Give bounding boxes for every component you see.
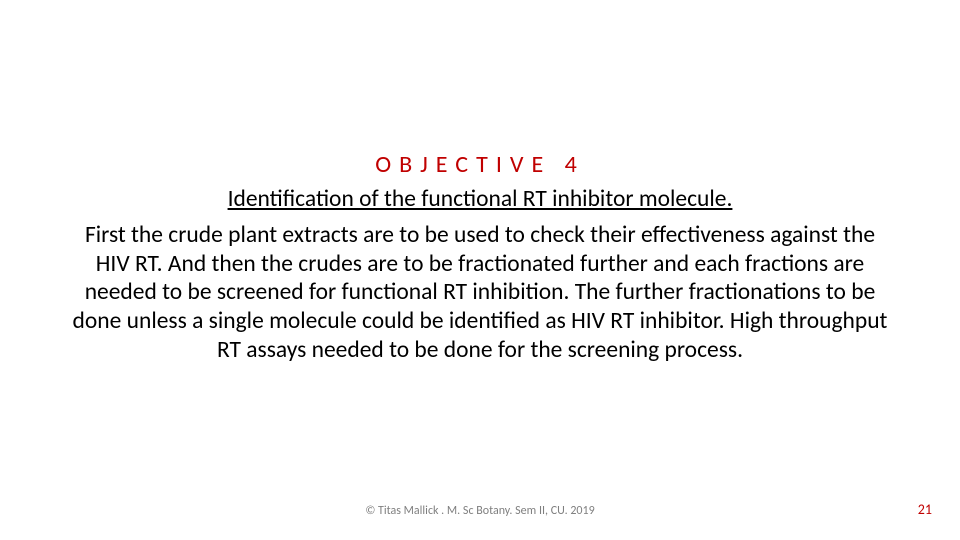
objective-heading: OBJECTIVE 4 [70, 150, 890, 179]
slide: OBJECTIVE 4 Identification of the functi… [0, 0, 960, 540]
body-text: First the crude plant extracts are to be… [70, 221, 890, 364]
subtitle: Identification of the functional RT inhi… [70, 185, 890, 213]
content-block: OBJECTIVE 4 Identification of the functi… [70, 150, 890, 364]
page-number: 21 [918, 501, 932, 518]
footer-credit: © Titas Mallick . M. Sc Botany. Sem II, … [0, 504, 960, 518]
